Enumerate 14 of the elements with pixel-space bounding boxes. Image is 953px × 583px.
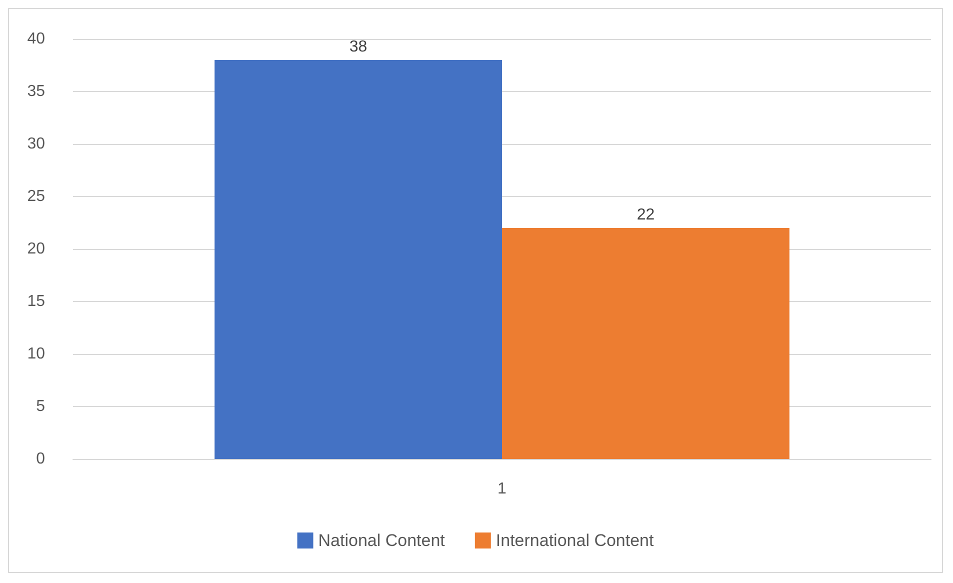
y-tick-label: 40 (27, 30, 46, 48)
data-label: 38 (349, 38, 368, 56)
legend-label: International Content (496, 531, 654, 550)
data-label: 22 (636, 206, 655, 224)
y-tick-label: 15 (27, 293, 46, 310)
y-tick-label: 35 (27, 83, 46, 100)
x-tick-label: 1 (498, 480, 507, 498)
y-tick-label: 30 (27, 136, 46, 152)
y-tick-label: 20 (27, 240, 46, 258)
legend-label: National Content (318, 531, 446, 550)
y-tick-label: 25 (27, 188, 46, 205)
y-tick-label: 5 (36, 398, 46, 415)
y-tick-label: 0 (36, 450, 46, 468)
y-tick-label: 10 (27, 346, 46, 362)
